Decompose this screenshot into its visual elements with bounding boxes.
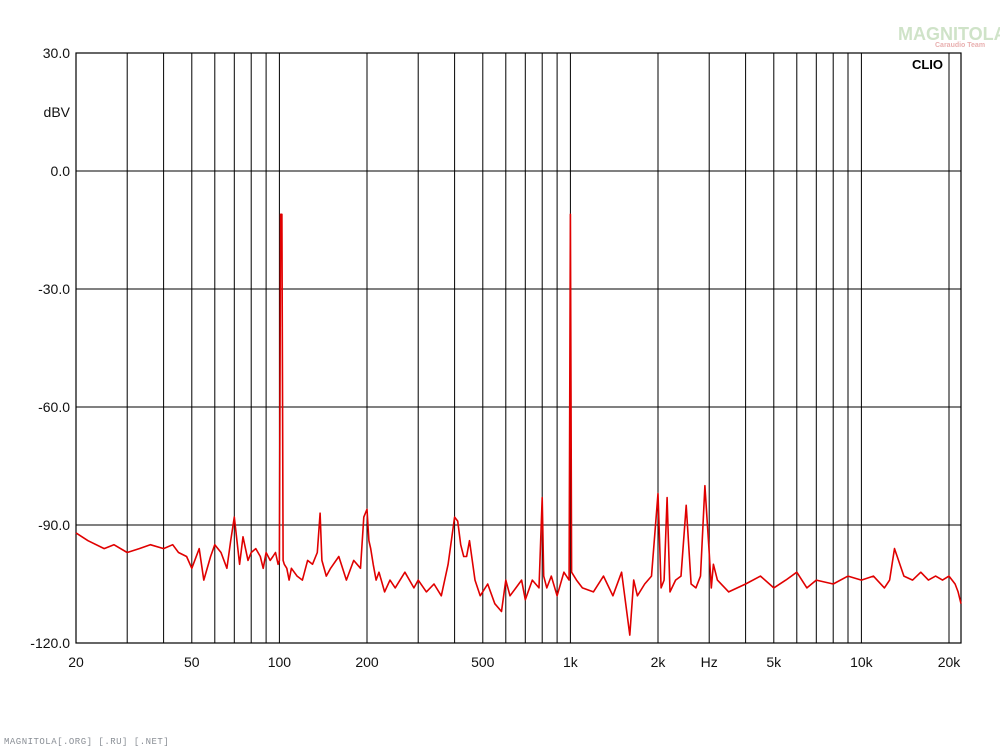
x-tick-label: 2k <box>651 654 667 670</box>
grid <box>76 52 961 644</box>
y-tick-label: 30.0 <box>43 45 70 61</box>
x-tick-labels: 20 50 100 200 500 1k 2k 5k 10k 20k Hz <box>68 654 961 670</box>
y-tick-label: -30.0 <box>38 281 70 297</box>
magnitola-logo-tagline: Caraudio Team <box>935 42 985 49</box>
y-tick-label: -90.0 <box>38 517 70 533</box>
magnitola-logo: MAGNITOLA <box>898 24 1000 44</box>
x-tick-label: 10k <box>850 654 874 670</box>
x-tick-label: 1k <box>563 654 579 670</box>
y-tick-label: -120.0 <box>30 635 70 651</box>
y-tick-label: -60.0 <box>38 399 70 415</box>
y-tick-labels: 30.0 0.0 -30.0 -60.0 -90.0 -120.0 <box>30 45 70 651</box>
plot-area <box>75 52 962 644</box>
x-axis-unit-label: Hz <box>701 654 718 670</box>
x-tick-label: 100 <box>268 654 292 670</box>
y-tick-label: 0.0 <box>51 163 71 179</box>
watermark-text: MAGNITOLA[.ORG] [.RU] [.NET] <box>4 737 169 747</box>
x-tick-label: 20k <box>938 654 962 670</box>
x-tick-label: 5k <box>766 654 782 670</box>
clio-badge: CLIO <box>912 57 943 72</box>
x-tick-label: 20 <box>68 654 84 670</box>
x-tick-label: 50 <box>184 654 200 670</box>
x-tick-label: 200 <box>355 654 379 670</box>
x-tick-label: 500 <box>471 654 495 670</box>
spectrum-trace-1 <box>75 213 962 636</box>
trace-layer <box>75 213 962 636</box>
y-axis-unit-label: dBV <box>44 104 71 120</box>
